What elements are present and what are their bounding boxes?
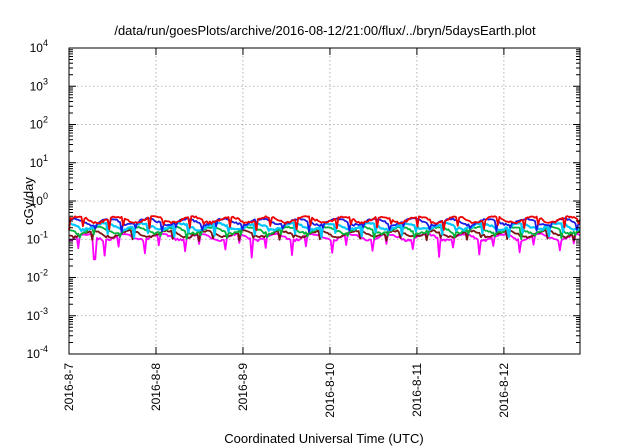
y-tick-label: 10-4 (27, 344, 48, 361)
series-line (68, 215, 581, 232)
x-tick-label: 2016-8-12 (497, 363, 511, 418)
y-tick-label: 10-3 (27, 306, 48, 323)
x-tick-label: 2016-8-8 (149, 363, 163, 411)
x-tick-label: 2016-8-11 (410, 363, 424, 417)
x-tick-label: 2016-8-7 (62, 363, 76, 411)
y-tick-label: 103 (30, 76, 48, 93)
y-tick-label: 10-2 (27, 268, 48, 285)
y-tick-label: 104 (30, 38, 48, 55)
y-tick-label: 102 (30, 115, 48, 132)
x-tick-label: 2016-8-10 (323, 363, 337, 418)
y-tick-label: 101 (30, 153, 48, 170)
x-axis-label: Coordinated Universal Time (UTC) (224, 431, 423, 446)
y-tick-label: 10-1 (27, 229, 48, 246)
x-tick-label: 2016-8-9 (236, 363, 250, 411)
chart-title: /data/run/goesPlots/archive/2016-08-12/2… (114, 23, 536, 38)
grid (69, 48, 580, 354)
x-axis: 2016-8-7 2016-8-8 2016-8-9 2016-8-10 2016-8-… (62, 48, 511, 418)
series-layer (68, 215, 581, 261)
y-axis-label: cGy/day (21, 177, 36, 225)
series-line (68, 225, 581, 241)
